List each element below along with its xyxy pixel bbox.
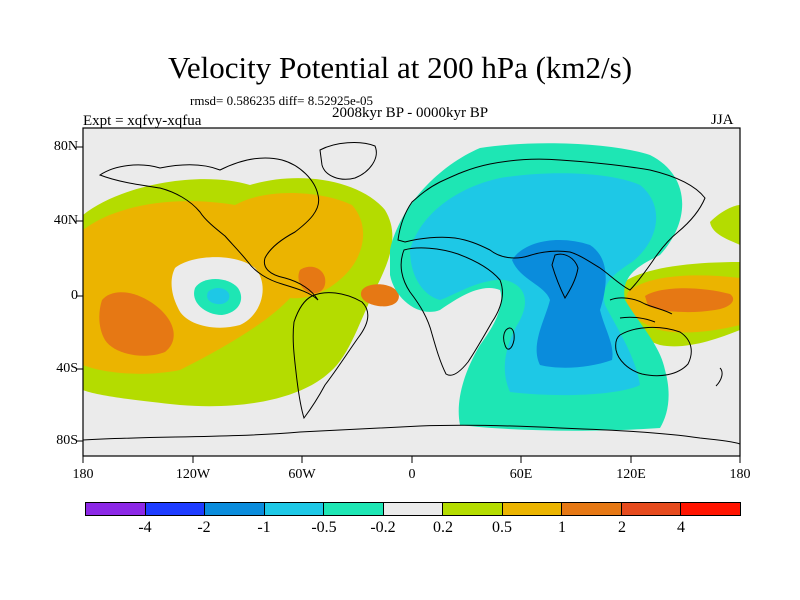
lon-label-0: 0 xyxy=(408,467,416,482)
coastline-greenland xyxy=(319,142,377,180)
lon-label-120e: 120E xyxy=(616,467,646,482)
lat-label-80n: 80N xyxy=(53,139,78,154)
lat-label-80s: 80S xyxy=(56,433,78,448)
coastlines xyxy=(83,142,740,445)
contour-neg-medium-eastpacific xyxy=(207,288,230,305)
colorbar-segment-2 xyxy=(204,502,264,516)
coastline-australia xyxy=(615,327,692,377)
colorbar-label: 0.2 xyxy=(433,519,453,536)
colorbar-segment-1 xyxy=(144,502,205,516)
lon-label-180w: 180 xyxy=(72,467,94,482)
colorbar-label: 1 xyxy=(558,519,566,536)
coastline-india xyxy=(551,253,579,300)
contour-neg-strong-indian xyxy=(512,240,613,368)
lon-label-60w: 60W xyxy=(288,467,316,482)
colorbar-segment-6 xyxy=(442,502,502,516)
colorbar-label: 4 xyxy=(677,519,685,536)
season-label: JJA xyxy=(711,112,734,128)
colorbar xyxy=(85,502,742,516)
contour-pos-strong-southpacific xyxy=(99,292,174,356)
stats-text: rmsd= 0.586235 diff= 8.52925e-05 xyxy=(190,93,374,108)
contour-pos-strong-westpacific xyxy=(645,288,734,313)
lat-label-40n: 40N xyxy=(53,213,78,228)
lat-label-40s: 40S xyxy=(56,361,78,376)
lon-label-120w: 120W xyxy=(175,467,211,482)
coastline-north-america xyxy=(98,157,320,301)
colorbar-label: -0.2 xyxy=(370,519,396,536)
colorbar-segment-0 xyxy=(85,502,145,516)
plot-title: Velocity Potential at 200 hPa (km2/s) xyxy=(167,50,633,85)
colorbar-segment-4 xyxy=(323,502,383,516)
colorbar-label: 2 xyxy=(618,519,626,536)
colorbar-segment-3 xyxy=(263,502,324,516)
colorbar-segment-5 xyxy=(382,502,443,516)
period-text: 2008kyr BP - 0000kyr BP xyxy=(331,105,489,121)
colorbar-segment-9 xyxy=(620,502,681,516)
lat-label-0: 0 xyxy=(71,288,78,303)
axis-ticks xyxy=(76,146,741,463)
coastline-europe-asia xyxy=(397,158,706,291)
colorbar-label: 0.5 xyxy=(492,519,512,536)
colorbar-segment-8 xyxy=(561,502,621,516)
contour-pos-weak-northeast xyxy=(710,205,740,245)
coastline-africa xyxy=(400,247,503,376)
experiment-label: Expt = xqfvy-xqfua xyxy=(83,113,202,129)
coastline-antarctica xyxy=(83,424,740,445)
colorbar-label: -2 xyxy=(197,519,211,536)
contour-pos-strong-atlantic xyxy=(360,284,399,307)
colorbar-segment-7 xyxy=(501,502,562,516)
colorbar-segment-10 xyxy=(680,502,742,516)
lon-label-180e: 180 xyxy=(729,467,751,482)
coastline-new-zealand xyxy=(715,367,723,387)
lon-label-60e: 60E xyxy=(509,467,533,482)
coastline-south-america xyxy=(292,292,369,420)
colorbar-label: -0.5 xyxy=(311,519,337,536)
coastline-madagascar xyxy=(503,327,515,350)
coastline-maritime-continent xyxy=(609,297,673,323)
colorbar-label: -1 xyxy=(257,519,271,536)
colorbar-label: -4 xyxy=(138,519,152,536)
